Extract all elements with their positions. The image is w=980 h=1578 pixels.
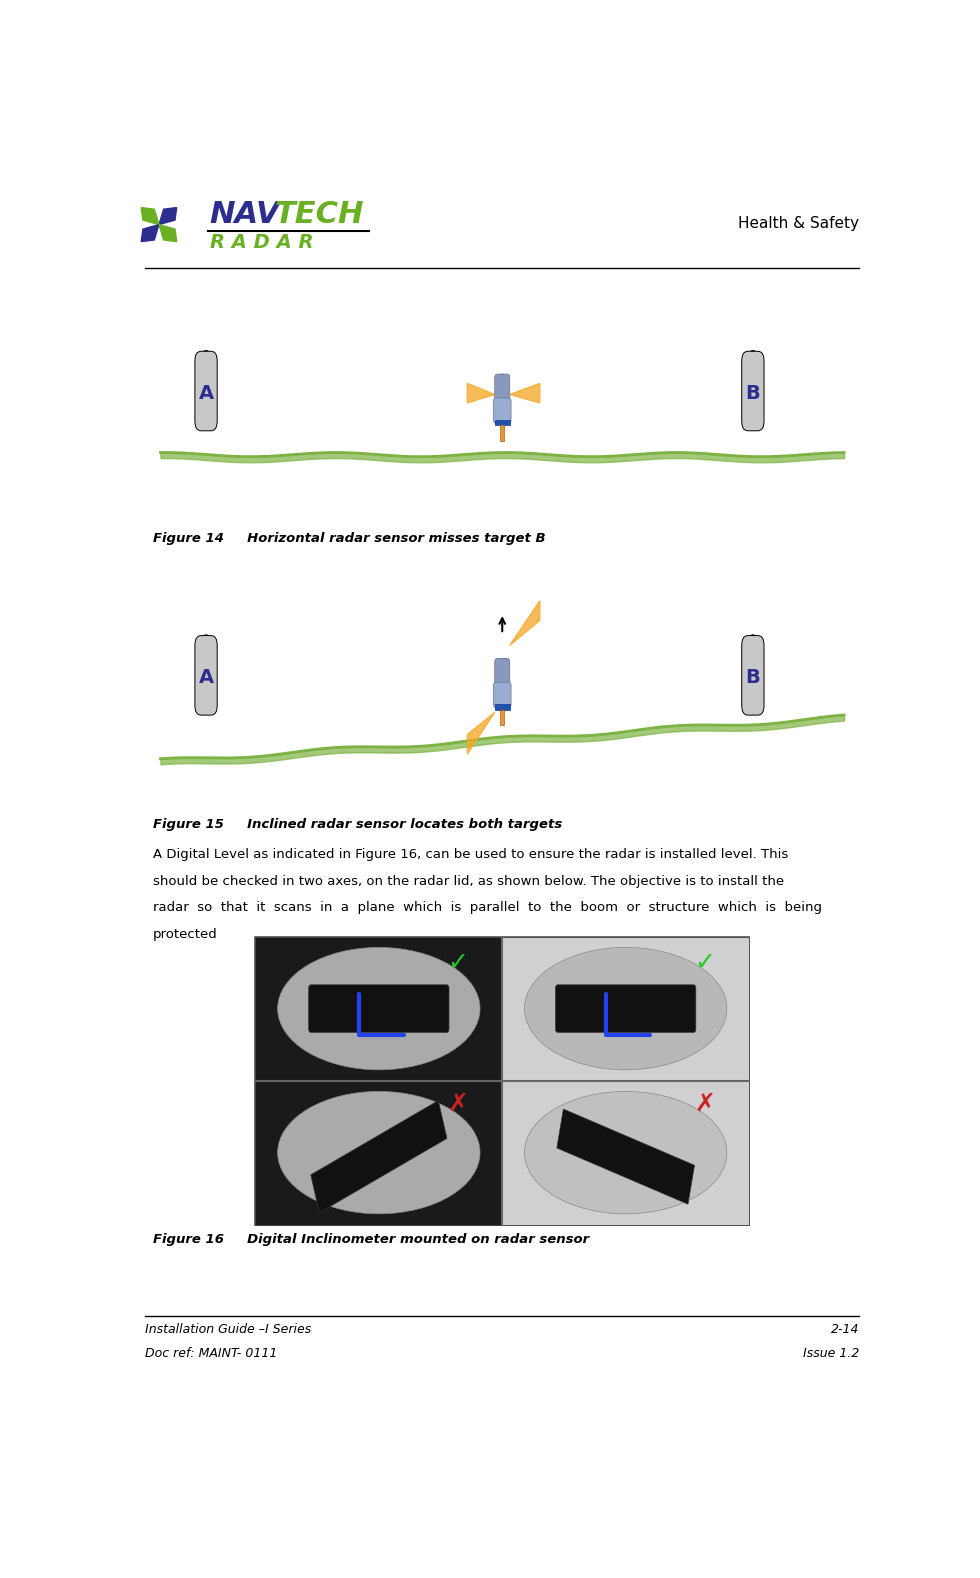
Ellipse shape: [524, 947, 727, 1070]
Text: A: A: [199, 667, 214, 686]
Bar: [256, 937, 502, 1081]
Text: Figure 15     Inclined radar sensor locates both targets: Figure 15 Inclined radar sensor locates …: [153, 817, 563, 830]
Polygon shape: [467, 712, 495, 754]
Text: ✗: ✗: [694, 1092, 715, 1116]
Text: Figure 16     Digital Inclinometer mounted on radar sensor: Figure 16 Digital Inclinometer mounted o…: [153, 1232, 589, 1247]
Circle shape: [747, 634, 759, 653]
Circle shape: [747, 350, 759, 369]
FancyBboxPatch shape: [742, 352, 764, 431]
Polygon shape: [311, 1100, 447, 1213]
Bar: [501, 710, 504, 724]
Ellipse shape: [277, 947, 480, 1070]
FancyBboxPatch shape: [495, 374, 510, 406]
Bar: [495, 704, 510, 710]
Text: Figure 14     Horizontal radar sensor misses target B: Figure 14 Horizontal radar sensor misses…: [153, 532, 546, 544]
Text: protected: protected: [153, 928, 218, 940]
Text: Doc ref: MAINT- 0111: Doc ref: MAINT- 0111: [145, 1348, 277, 1360]
Text: R A D A R: R A D A R: [210, 234, 314, 252]
Text: Issue 1.2: Issue 1.2: [803, 1348, 859, 1360]
Bar: [256, 937, 749, 1225]
Ellipse shape: [524, 1092, 727, 1213]
Polygon shape: [141, 224, 159, 241]
FancyBboxPatch shape: [493, 682, 512, 707]
Polygon shape: [557, 1109, 695, 1204]
Polygon shape: [510, 601, 540, 645]
Text: radar  so  that  it  scans  in  a  plane  which  is  parallel  to  the  boom  or: radar so that it scans in a plane which …: [153, 901, 822, 914]
FancyBboxPatch shape: [195, 636, 218, 715]
Text: should be checked in two axes, on the radar lid, as shown below. The objective i: should be checked in two axes, on the ra…: [153, 874, 784, 888]
Text: Installation Guide –I Series: Installation Guide –I Series: [145, 1322, 312, 1337]
FancyBboxPatch shape: [495, 658, 510, 690]
Text: ✓: ✓: [447, 952, 468, 975]
Text: B: B: [746, 383, 760, 402]
Bar: [495, 420, 510, 424]
Polygon shape: [159, 208, 176, 224]
Ellipse shape: [277, 1092, 480, 1213]
Ellipse shape: [498, 658, 507, 666]
Bar: [256, 1081, 502, 1225]
Circle shape: [200, 634, 212, 653]
Text: TECH: TECH: [274, 200, 364, 229]
Text: NAV: NAV: [210, 200, 280, 229]
Bar: [502, 937, 749, 1081]
FancyBboxPatch shape: [309, 985, 449, 1032]
Text: A Digital Level as indicated in Figure 16, can be used to ensure the radar is in: A Digital Level as indicated in Figure 1…: [153, 847, 788, 862]
Ellipse shape: [498, 374, 507, 382]
Bar: [502, 1081, 749, 1225]
Polygon shape: [159, 224, 176, 241]
Bar: [501, 424, 504, 440]
FancyBboxPatch shape: [195, 352, 218, 431]
Text: Health & Safety: Health & Safety: [738, 216, 859, 230]
FancyBboxPatch shape: [556, 985, 696, 1032]
Text: 2-14: 2-14: [831, 1322, 859, 1337]
Text: B: B: [746, 667, 760, 686]
Text: A: A: [199, 383, 214, 402]
Polygon shape: [141, 208, 159, 224]
Polygon shape: [510, 383, 540, 402]
Text: ✓: ✓: [694, 952, 715, 975]
Polygon shape: [467, 383, 495, 402]
FancyBboxPatch shape: [742, 636, 764, 715]
FancyBboxPatch shape: [493, 398, 512, 423]
Circle shape: [200, 350, 212, 369]
Text: ✗: ✗: [447, 1092, 468, 1116]
